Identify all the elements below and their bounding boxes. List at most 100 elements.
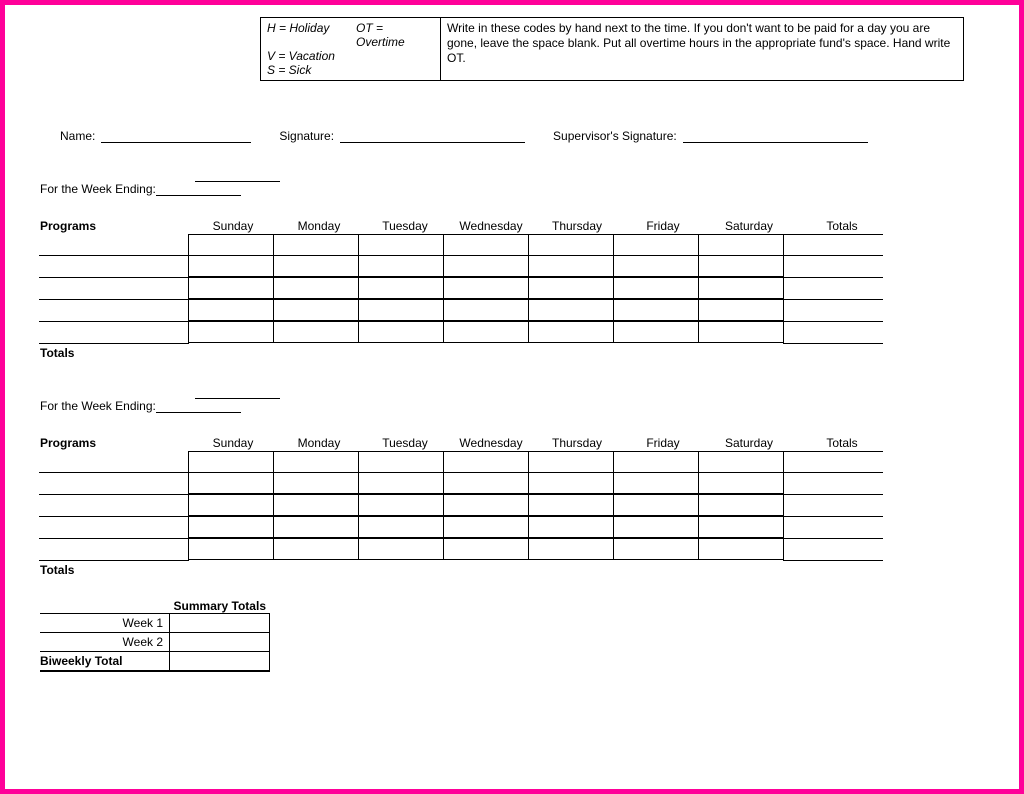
program-cell xyxy=(39,256,189,278)
table-row xyxy=(40,451,994,473)
totals-col-header: Totals xyxy=(792,218,892,234)
program-cell xyxy=(39,278,189,300)
day-cell xyxy=(358,255,444,277)
summary-week2-label: Week 2 xyxy=(40,633,170,651)
week-ending-2-line xyxy=(156,399,241,413)
day-cell xyxy=(443,321,529,343)
day-header-wed: Wednesday xyxy=(448,218,534,234)
day-cell xyxy=(443,516,529,538)
day-cell xyxy=(443,277,529,299)
document-frame: H = Holiday OT = Overtime V = Vacation S… xyxy=(0,0,1024,794)
totals-label-1: Totals xyxy=(40,344,190,360)
totals-label-2: Totals xyxy=(40,561,190,577)
row-total-cell xyxy=(783,495,883,517)
day-cell xyxy=(358,494,444,516)
day-header-thu-2: Thursday xyxy=(534,435,620,451)
program-cell xyxy=(39,234,189,256)
day-cell xyxy=(358,451,444,473)
day-cell xyxy=(273,494,359,516)
program-cell xyxy=(39,517,189,539)
day-cell xyxy=(188,516,274,538)
day-cell xyxy=(528,299,614,321)
summary-title: Summary Totals xyxy=(170,599,270,613)
programs-header-2: Programs Sunday Monday Tuesday Wednesday… xyxy=(40,435,994,451)
table-row xyxy=(40,256,994,278)
day-cell xyxy=(273,516,359,538)
row-total-cell xyxy=(783,451,883,473)
day-cell xyxy=(528,451,614,473)
day-cell xyxy=(528,234,614,256)
day-header-sat: Saturday xyxy=(706,218,792,234)
program-cell xyxy=(39,322,189,344)
day-cell xyxy=(273,255,359,277)
day-cell xyxy=(188,451,274,473)
day-cell xyxy=(528,494,614,516)
legend-code-ot: OT = Overtime xyxy=(356,21,430,49)
day-cell xyxy=(443,472,529,494)
totals-col-header-2: Totals xyxy=(792,435,892,451)
row-total-cell xyxy=(783,256,883,278)
day-header-tue-2: Tuesday xyxy=(362,435,448,451)
summary-week1-value xyxy=(170,614,270,632)
day-cell xyxy=(698,516,784,538)
row-total-cell xyxy=(783,300,883,322)
supervisor-line xyxy=(683,142,868,143)
day-header-thu: Thursday xyxy=(534,218,620,234)
day-cell xyxy=(358,321,444,343)
day-cell xyxy=(358,538,444,560)
row-total-cell xyxy=(783,473,883,495)
row-total-cell xyxy=(783,322,883,344)
row-total-cell xyxy=(783,539,883,561)
program-cell xyxy=(39,473,189,495)
day-header-fri-2: Friday xyxy=(620,435,706,451)
week-ending-1-label: For the Week Ending: xyxy=(40,182,156,196)
day-cell xyxy=(443,299,529,321)
day-header-sun-2: Sunday xyxy=(190,435,276,451)
day-cell xyxy=(613,255,699,277)
legend-box: H = Holiday OT = Overtime V = Vacation S… xyxy=(260,17,964,81)
day-cell xyxy=(613,538,699,560)
day-cell xyxy=(698,494,784,516)
day-cell xyxy=(528,255,614,277)
day-cell xyxy=(698,234,784,256)
week-ending-2-topline xyxy=(195,385,280,399)
day-cell xyxy=(698,538,784,560)
row-total-cell xyxy=(783,517,883,539)
day-cell xyxy=(188,277,274,299)
day-cell xyxy=(188,299,274,321)
day-cell xyxy=(273,472,359,494)
day-cell xyxy=(188,472,274,494)
programs-section-1: Programs Sunday Monday Tuesday Wednesday… xyxy=(40,218,994,360)
day-cell xyxy=(613,234,699,256)
table-row xyxy=(40,234,994,256)
summary-week2-value xyxy=(170,633,270,651)
day-cell xyxy=(358,299,444,321)
programs-col-header: Programs xyxy=(40,218,190,234)
legend-code-v: V = Vacation xyxy=(267,49,362,63)
signature-label: Signature: xyxy=(279,129,334,143)
table-row xyxy=(40,300,994,322)
day-header-wed-2: Wednesday xyxy=(448,435,534,451)
day-cell xyxy=(188,538,274,560)
day-cell xyxy=(613,494,699,516)
day-cell xyxy=(273,321,359,343)
table-row xyxy=(40,495,994,517)
programs-table-1 xyxy=(40,234,994,344)
program-cell xyxy=(39,451,189,473)
day-cell xyxy=(528,472,614,494)
day-cell xyxy=(273,277,359,299)
day-cell xyxy=(698,277,784,299)
week-ending-1: For the Week Ending: xyxy=(40,168,994,196)
programs-table-2 xyxy=(40,451,994,561)
table-row xyxy=(40,539,994,561)
day-cell xyxy=(358,472,444,494)
day-cell xyxy=(698,255,784,277)
day-cell xyxy=(188,494,274,516)
day-cell xyxy=(528,538,614,560)
name-label: Name: xyxy=(60,129,95,143)
legend-code-s: S = Sick xyxy=(267,63,362,77)
summary-biweekly-label: Biweekly Total xyxy=(40,652,170,670)
day-cell xyxy=(698,451,784,473)
day-cell xyxy=(273,299,359,321)
day-cell xyxy=(443,234,529,256)
